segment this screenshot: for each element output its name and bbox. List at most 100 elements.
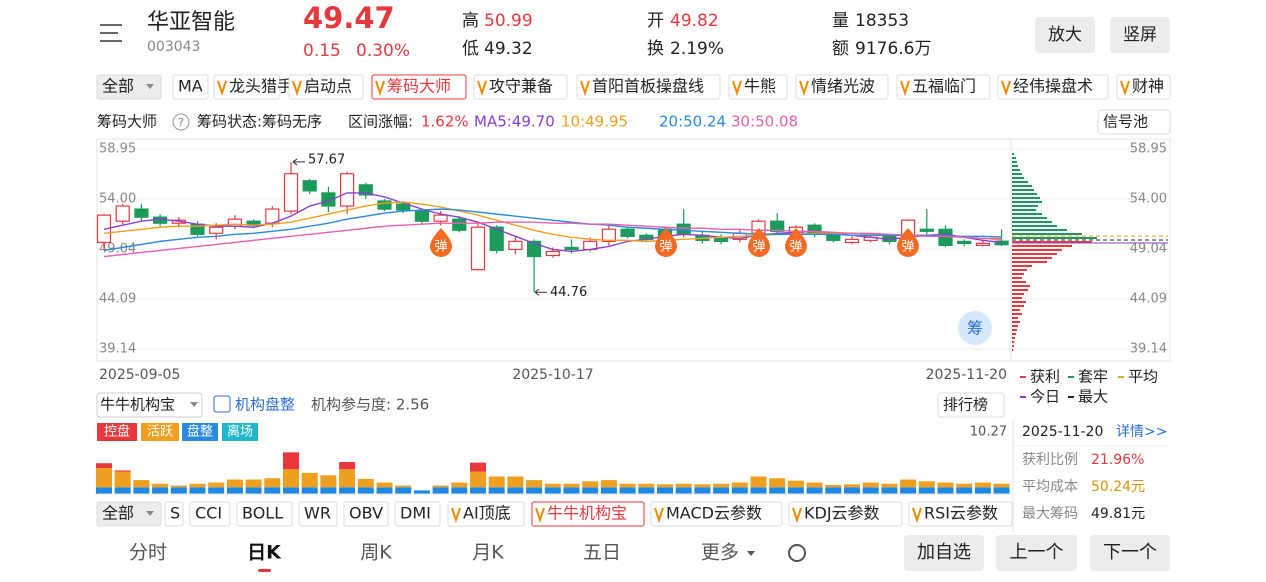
red-segment bbox=[339, 462, 356, 470]
y-tick-label-right: 54.00 bbox=[1130, 191, 1167, 206]
tab[interactable] bbox=[795, 74, 889, 100]
chip-legend-item: 套牢 bbox=[1078, 368, 1108, 386]
blue-segment bbox=[507, 487, 524, 494]
tab[interactable] bbox=[96, 74, 162, 100]
tab[interactable] bbox=[896, 74, 991, 100]
red-segment bbox=[470, 462, 486, 472]
v-icon bbox=[580, 80, 590, 97]
volume-label: 量 bbox=[832, 11, 849, 31]
orange-segment bbox=[208, 482, 225, 488]
nav-tab[interactable]: 分时 bbox=[129, 542, 167, 564]
tab[interactable] bbox=[172, 74, 209, 100]
panel-detail[interactable]: 详情>> bbox=[1116, 424, 1167, 440]
tab[interactable] bbox=[908, 501, 1013, 527]
orange-segment bbox=[918, 481, 935, 488]
panel-date: 2025-11-20 bbox=[1022, 424, 1103, 440]
chip-bar bbox=[1012, 221, 1052, 223]
signal-button[interactable] bbox=[1097, 109, 1171, 135]
v-icon bbox=[217, 80, 227, 97]
tab[interactable] bbox=[164, 501, 184, 527]
tab[interactable] bbox=[213, 74, 281, 100]
tab[interactable] bbox=[728, 74, 788, 100]
menu-icon[interactable] bbox=[100, 24, 122, 42]
signal-label: 弹 bbox=[659, 240, 672, 255]
range-value: 1.62% bbox=[421, 113, 469, 131]
nav-tab[interactable]: 周K bbox=[360, 542, 392, 564]
tab[interactable] bbox=[96, 501, 162, 527]
chip-bar bbox=[1012, 337, 1015, 339]
nav-button[interactable] bbox=[1090, 535, 1170, 571]
nav-tab[interactable]: 五日 bbox=[583, 542, 621, 564]
signal-label: 弹 bbox=[434, 240, 447, 255]
chip-badge[interactable] bbox=[958, 311, 992, 345]
date-label: 2025-11-20 bbox=[926, 367, 1007, 383]
chip-bar bbox=[1012, 349, 1013, 351]
chip-legend-item: 今日 bbox=[1030, 388, 1060, 406]
nav-tab[interactable]: 更多 bbox=[701, 542, 739, 564]
tab[interactable] bbox=[343, 501, 389, 527]
tab[interactable] bbox=[531, 501, 645, 527]
portrait-button[interactable] bbox=[1110, 17, 1170, 53]
signal-marker bbox=[655, 228, 677, 257]
v-icon bbox=[375, 80, 385, 97]
tab-label: MA bbox=[178, 77, 203, 96]
tab[interactable] bbox=[189, 501, 231, 527]
orange-segment bbox=[376, 482, 393, 488]
v-icon bbox=[1120, 80, 1130, 97]
orange-segment bbox=[226, 479, 243, 488]
tab[interactable] bbox=[1116, 74, 1171, 100]
tab-label: 启动点 bbox=[304, 77, 352, 96]
chip-bar bbox=[1012, 185, 1032, 187]
orange-segment bbox=[432, 485, 449, 488]
settings-icon[interactable] bbox=[788, 544, 806, 562]
help-icon[interactable] bbox=[172, 113, 190, 131]
blue-segment bbox=[488, 487, 505, 494]
signal-label: 弹 bbox=[789, 240, 802, 255]
rank-button[interactable] bbox=[937, 392, 1005, 418]
chip-bar bbox=[1012, 241, 1092, 243]
orange-segment bbox=[488, 476, 505, 488]
tab[interactable] bbox=[650, 501, 783, 527]
chip-bar bbox=[1012, 181, 1028, 183]
institution-selector[interactable] bbox=[96, 392, 203, 418]
legend-swatch bbox=[1068, 396, 1074, 398]
blue-segment bbox=[806, 487, 823, 494]
tab-label: 五福临门 bbox=[912, 77, 976, 96]
tab[interactable] bbox=[576, 74, 721, 100]
low: 49.32 bbox=[484, 39, 533, 59]
nav-button-label: 下一个 bbox=[1103, 542, 1157, 563]
blue-segment bbox=[152, 487, 169, 494]
y-tick-label: 44.09 bbox=[99, 292, 136, 307]
chip-status: 筹码状态:筹码无序 bbox=[197, 113, 322, 131]
bottom-indicator-tabs: 全部 S CCI BOLL WR OBV DMI AI顶底 牛牛机构宝 MACD云参数 KDJ云参数… bbox=[96, 501, 1013, 527]
blue-segment bbox=[470, 487, 486, 494]
orange-segment bbox=[638, 483, 655, 488]
tab[interactable] bbox=[394, 501, 441, 527]
blue-segment bbox=[881, 487, 898, 494]
blue-segment bbox=[170, 487, 187, 494]
tab-label: 龙头猎手 bbox=[229, 77, 293, 96]
tab[interactable] bbox=[997, 74, 1109, 100]
stock-name: 华亚智能 bbox=[147, 10, 235, 35]
zoom-button[interactable] bbox=[1035, 17, 1095, 53]
tab[interactable] bbox=[236, 501, 293, 527]
orange-segment bbox=[339, 469, 356, 488]
tab[interactable] bbox=[473, 74, 568, 100]
nav-tab[interactable]: 日K bbox=[247, 542, 282, 564]
orange-segment bbox=[937, 482, 954, 488]
nav-button[interactable] bbox=[996, 535, 1077, 571]
blue-segment bbox=[413, 490, 430, 494]
y-tick-label-right: 49.04 bbox=[1130, 242, 1167, 257]
tab[interactable] bbox=[298, 501, 338, 527]
tab[interactable] bbox=[288, 74, 364, 100]
tab[interactable] bbox=[788, 501, 903, 527]
nav-tab[interactable]: 月K bbox=[472, 542, 504, 564]
tab-label: AI顶底 bbox=[463, 504, 511, 523]
candle-body bbox=[844, 238, 860, 243]
blue-segment bbox=[245, 487, 262, 494]
tab[interactable] bbox=[371, 74, 467, 100]
tab[interactable] bbox=[447, 501, 525, 527]
open-label: 开 bbox=[647, 11, 664, 31]
nav-button[interactable] bbox=[904, 535, 984, 571]
chip-bar bbox=[1012, 237, 1097, 239]
